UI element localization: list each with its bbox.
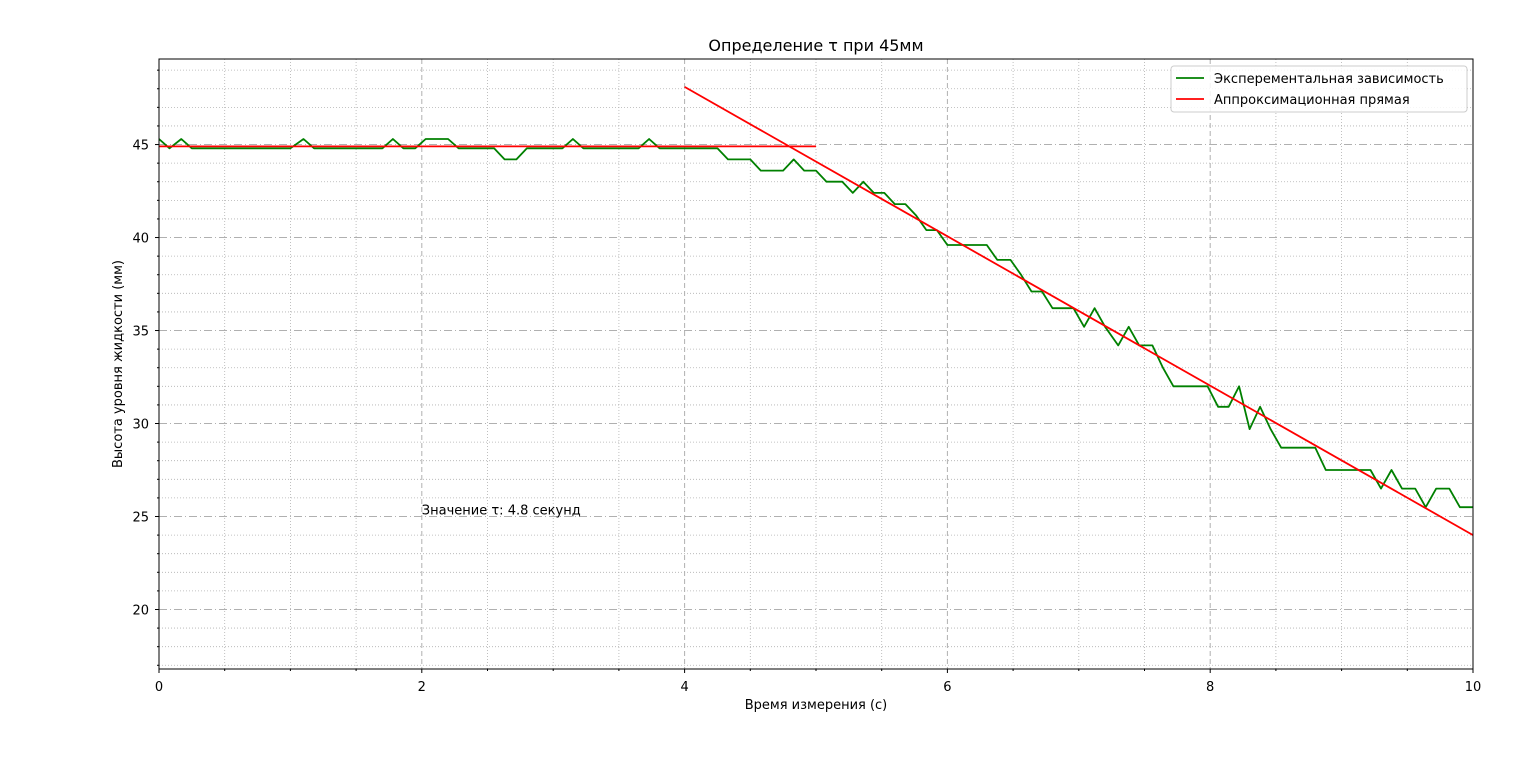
x-tick-label: 6 <box>943 680 951 695</box>
y-tick-label: 30 <box>132 418 149 433</box>
y-axis-label: Высота уровня жидкости (мм) <box>111 260 126 468</box>
x-axis-label: Время измерения (с) <box>745 698 888 713</box>
y-tick-label: 40 <box>132 232 149 247</box>
grid <box>158 59 1474 669</box>
ticks: 0 2 4 6 8 10 20 25 30 35 40 45 <box>132 69 1482 695</box>
x-tick-label: 8 <box>1206 680 1214 695</box>
x-tick-label: 2 <box>418 680 426 695</box>
legend-label: Аппроксимационная прямая <box>1214 93 1410 108</box>
x-tick-label: 4 <box>680 680 688 695</box>
y-tick-label: 20 <box>132 603 149 618</box>
experimental-line <box>158 138 1473 509</box>
chart-title: Определение τ при 45мм <box>708 36 923 55</box>
legend-label: Эксперементальная зависимость <box>1214 72 1444 87</box>
series-layer <box>158 86 1474 536</box>
y-tick-label: 35 <box>132 325 149 340</box>
y-tick-label: 25 <box>132 511 149 526</box>
legend: Эксперементальная зависимость Аппроксимац… <box>1170 65 1468 113</box>
tau-annotation: Значение τ: 4.8 секунд <box>422 504 581 519</box>
x-tick-label: 0 <box>155 680 163 695</box>
y-tick-label: 45 <box>132 139 149 154</box>
legend-box <box>1170 65 1468 113</box>
approximation-line-2 <box>684 86 1474 536</box>
x-tick-label: 10 <box>1465 680 1482 695</box>
